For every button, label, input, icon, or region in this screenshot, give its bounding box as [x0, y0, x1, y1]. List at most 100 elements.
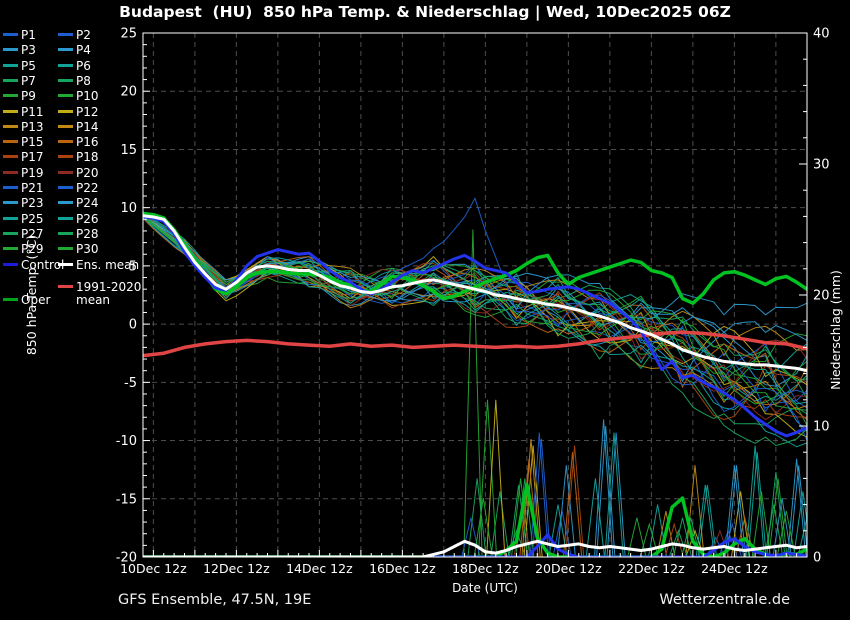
legend-color-swatch	[3, 170, 18, 174]
legend-label: P5	[21, 58, 36, 73]
series-1991-2020-mean	[143, 330, 807, 358]
axes	[142, 32, 808, 558]
legend-color-swatch	[58, 231, 73, 235]
y-left-tick-label: -5	[124, 376, 137, 391]
legend-label: P27	[21, 226, 44, 241]
page-title: Budapest (HU) 850 hPa Temp. & Niederschl…	[119, 3, 731, 21]
legend-label: P17	[21, 150, 44, 165]
member-precip-p9	[143, 229, 807, 557]
x-tick-label: 14Dec 12z	[286, 561, 353, 576]
y-left-tick-label: 5	[129, 259, 137, 274]
y-left-tick-label: -10	[116, 434, 137, 449]
legend-color-swatch	[58, 78, 73, 82]
ensemble-legend: P1 P2 P3 P4 P5 P6 P7 P8 P9 P10 P11 P12 P13 P14 P15 P16 P…	[2, 0, 142, 400]
member-temp-p21	[143, 213, 807, 441]
legend-label: P22	[76, 181, 99, 195]
member-precip-p21	[143, 432, 807, 557]
member-precip-p22	[143, 517, 807, 557]
legend-label: P12	[76, 104, 99, 119]
legend-item-p21: P21	[3, 182, 44, 195]
legend-item-p16: P16	[58, 136, 99, 149]
legend-color-swatch	[3, 124, 18, 128]
legend-item-p29: P29	[3, 243, 44, 256]
legend-item-p26: P26	[58, 212, 99, 226]
legend-label: P28	[76, 226, 99, 241]
legend-color-swatch	[58, 109, 73, 113]
main-series-lines	[143, 211, 807, 557]
legend-label: Oper	[21, 293, 51, 307]
legend-label: P25	[21, 211, 44, 226]
legend-item-p23: P23	[3, 197, 44, 210]
legend-item-p28: P28	[58, 226, 99, 241]
legend-item-p25: P25	[3, 211, 44, 226]
y-left-tick-label: 0	[129, 318, 137, 333]
legend-color-swatch	[58, 155, 73, 159]
site-caption: Wetterzentrale.de	[659, 592, 790, 608]
legend-label: P30	[76, 242, 99, 257]
legend-color-swatch	[58, 262, 73, 266]
y-left-tick-label: -15	[116, 492, 137, 507]
y-left-tick-label: 15	[120, 143, 137, 158]
legend-item-p1: P1	[3, 29, 36, 42]
y-right-tick-label: 30	[813, 158, 830, 173]
x-tick-label: 12Dec 12z	[203, 561, 270, 576]
x-tick-label: 10Dec 12z	[120, 561, 187, 576]
ensemble-member-temp-lines	[143, 197, 807, 448]
legend-item-p3: P3	[3, 44, 36, 57]
legend-item-p27: P27	[3, 226, 44, 241]
x-tick-label: 22Dec 12z	[618, 561, 685, 576]
member-temp-p4	[143, 217, 807, 432]
member-precip-p16	[143, 458, 807, 557]
legend-label: P15	[21, 135, 44, 150]
y-left-tick-label: 25	[120, 27, 137, 42]
member-precip-p8	[143, 478, 807, 557]
y-right-tick-label: 40	[813, 27, 830, 42]
member-precip-p3	[143, 419, 807, 557]
series-ens-mean	[143, 214, 807, 373]
legend-color-swatch	[58, 63, 73, 67]
legend-item-p20: P20	[58, 166, 99, 180]
legend-color-swatch	[3, 247, 18, 251]
legend-item-p19: P19	[3, 166, 44, 180]
legend-item-p5: P5	[3, 58, 36, 73]
legend-item-p6: P6	[58, 58, 91, 73]
legend-color-swatch	[3, 109, 18, 113]
legend-label: P4	[76, 43, 91, 58]
legend-color-swatch	[58, 170, 73, 174]
member-precip-p18	[143, 522, 807, 557]
legend-label: P13	[21, 119, 44, 134]
x-tick-label: 16Dec 12z	[369, 561, 436, 576]
legend-color-swatch	[3, 78, 18, 82]
series-control	[143, 215, 807, 438]
legend-label: P29	[21, 242, 44, 257]
legend-color-swatch	[58, 201, 73, 205]
legend-item-p13: P13	[3, 119, 44, 134]
legend-label: P6	[76, 58, 91, 73]
x-tick-label: 20Dec 12z	[535, 561, 602, 576]
member-precip-p4	[143, 432, 807, 557]
y-right-tick-label: 0	[813, 551, 821, 566]
member-precip-p25	[143, 432, 807, 557]
x-tick-label: 24Dec 12z	[701, 561, 768, 576]
legend-item-p14: P14	[58, 120, 99, 134]
y-right-axis-title: Niederschlag (mm)	[828, 270, 843, 390]
series	[143, 197, 807, 557]
member-precip-p20	[143, 529, 807, 557]
legend-label-line2: mean	[76, 293, 111, 307]
legend-label: P7	[21, 73, 36, 88]
y-right-tick-label: 10	[813, 420, 830, 435]
legend-item-p17: P17	[3, 151, 44, 164]
legend-item-p9: P9	[3, 90, 36, 103]
legend-color-swatch	[3, 63, 18, 67]
series-oper	[143, 211, 807, 305]
legend-item-1991-2020-mean: 1991-2020 mean	[58, 281, 141, 307]
member-precip-p27	[143, 471, 807, 557]
legend-item-p10: P10	[58, 90, 99, 103]
member-temp-p9	[143, 215, 807, 426]
legend-color-swatch	[58, 285, 73, 288]
member-precip-p23	[143, 458, 807, 557]
legend-color-swatch	[3, 155, 18, 159]
x-axis-label: Date (UTC)	[452, 581, 518, 595]
